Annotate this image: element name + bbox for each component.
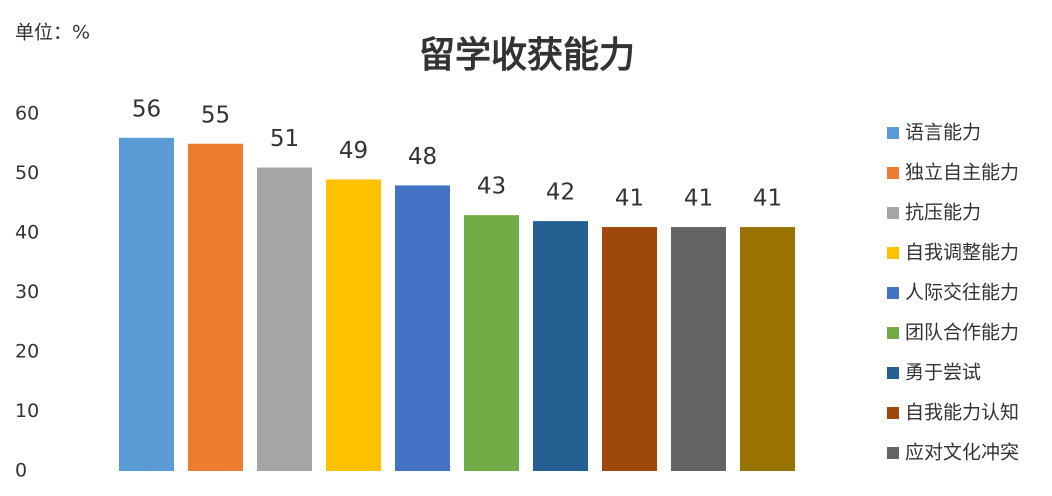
y-tick-label: 0 xyxy=(15,460,27,482)
bar xyxy=(395,185,450,471)
legend-swatch xyxy=(887,327,899,339)
legend-label: 勇于尝试 xyxy=(905,362,981,384)
y-tick-label: 30 xyxy=(15,281,39,303)
data-label: 56 xyxy=(132,96,161,122)
data-label: 43 xyxy=(477,174,506,200)
legend-label: 团队合作能力 xyxy=(905,322,1019,344)
data-label: 42 xyxy=(546,180,575,206)
legend-swatch xyxy=(887,167,899,179)
y-tick-label: 10 xyxy=(15,400,39,422)
legend-swatch xyxy=(887,407,899,419)
y-tick-label: 20 xyxy=(15,341,39,363)
unit-label: 单位：% xyxy=(15,22,90,44)
bar xyxy=(119,137,174,472)
data-label: 41 xyxy=(684,186,713,212)
data-label: 49 xyxy=(339,138,368,164)
legend-label: 自我调整能力 xyxy=(905,242,1019,264)
legend-swatch xyxy=(887,447,899,459)
data-label: 48 xyxy=(408,144,437,170)
bar xyxy=(533,221,588,471)
legend-label: 自我能力认知 xyxy=(905,402,1019,424)
data-label: 41 xyxy=(615,186,644,212)
data-label: 55 xyxy=(201,102,230,128)
legend-swatch xyxy=(887,127,899,139)
y-tick-label: 50 xyxy=(15,162,39,184)
bar xyxy=(671,227,726,471)
legend-swatch xyxy=(887,247,899,259)
legend-label: 独立自主能力 xyxy=(905,162,1019,184)
bar xyxy=(188,143,243,471)
bar xyxy=(257,167,312,472)
legend-label: 语言能力 xyxy=(905,122,981,144)
bar xyxy=(326,179,381,471)
legend-swatch xyxy=(887,207,899,219)
legend-label: 人际交往能力 xyxy=(905,282,1019,304)
y-tick-label: 60 xyxy=(15,103,39,125)
bar xyxy=(464,215,519,471)
data-label: 41 xyxy=(753,186,782,212)
legend-label: 抗压能力 xyxy=(905,202,981,224)
legend-swatch xyxy=(887,287,899,299)
bar xyxy=(602,227,657,471)
bar xyxy=(740,227,795,471)
data-label: 51 xyxy=(270,126,299,152)
y-tick-label: 40 xyxy=(15,222,39,244)
legend-swatch xyxy=(887,367,899,379)
chart-title: 留学收获能力 xyxy=(419,34,635,76)
legend-label: 应对文化冲突 xyxy=(905,442,1019,464)
